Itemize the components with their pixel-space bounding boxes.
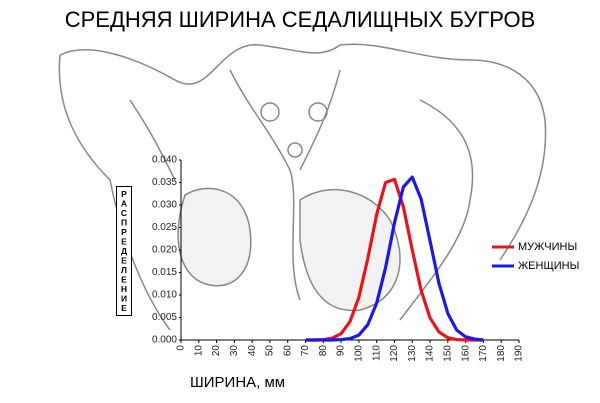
line-series xyxy=(305,175,484,342)
x-tick-label: 80 xyxy=(318,345,329,357)
background-sketch xyxy=(58,43,547,331)
line-series xyxy=(305,177,484,342)
legend-label: ЖЕНЩИНЫ xyxy=(518,260,579,272)
y-tick-label: 0.025 xyxy=(152,222,177,233)
x-tick-label: 170 xyxy=(478,345,489,362)
x-tick-label: 90 xyxy=(336,345,347,357)
x-tick-label: 20 xyxy=(211,345,222,357)
x-tick-label: 140 xyxy=(425,345,436,362)
x-tick-label: 120 xyxy=(389,345,400,362)
x-tick-label: 180 xyxy=(496,345,507,362)
x-tick-label: 10 xyxy=(193,345,204,357)
x-tick-label: 130 xyxy=(407,345,418,362)
y-tick-label: 0.020 xyxy=(152,245,177,256)
chart-title: СРЕДНЯЯ ШИРИНА СЕДАЛИЩНЫХ БУГРОВ xyxy=(65,7,536,32)
x-tick-label: 50 xyxy=(265,345,276,357)
x-axis-label: ШИРИНА, мм xyxy=(190,374,285,391)
y-tick-label: 0.005 xyxy=(152,312,177,323)
x-tick-label: 110 xyxy=(371,345,382,361)
x-tick-label: 40 xyxy=(247,345,258,357)
y-axis-label: РАСПРЕДЕЛЕНИЕ xyxy=(116,186,132,316)
y-tick-label: 0.030 xyxy=(152,200,177,211)
x-tick-label: 150 xyxy=(442,345,453,362)
x-tick-label: 60 xyxy=(282,345,293,357)
legend-label: МУЖЧИНЫ xyxy=(518,241,577,253)
x-tick-label: 100 xyxy=(354,345,365,362)
y-tick-label: 0.010 xyxy=(152,290,177,301)
x-tick-label: 190 xyxy=(514,345,525,362)
x-tick-label: 30 xyxy=(229,345,240,357)
y-tick-label: 0.040 xyxy=(152,155,177,166)
y-tick-label: 0.035 xyxy=(152,177,177,188)
x-tick-label: 0 xyxy=(176,345,187,351)
x-tick-label: 160 xyxy=(460,345,471,362)
x-tick-label: 70 xyxy=(300,345,311,357)
y-tick-label: 0.000 xyxy=(152,335,177,346)
y-tick-label: 0.015 xyxy=(152,267,177,278)
